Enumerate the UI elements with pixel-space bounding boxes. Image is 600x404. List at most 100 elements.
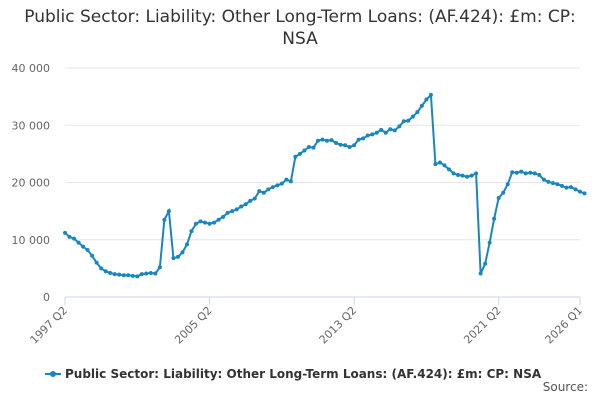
data-point: [460, 173, 465, 178]
data-point: [171, 256, 176, 261]
data-point: [537, 173, 542, 178]
data-point: [428, 92, 433, 97]
data-point: [487, 240, 492, 245]
data-point: [483, 261, 488, 266]
data-point: [126, 273, 131, 278]
data-point: [135, 274, 140, 279]
data-point: [388, 127, 393, 132]
data-point: [293, 154, 298, 159]
data-point: [198, 219, 203, 224]
data-point: [532, 171, 537, 176]
data-point: [121, 273, 126, 278]
data-point: [184, 242, 189, 247]
legend-item[interactable]: Public Sector: Liability: Other Long-Ter…: [45, 367, 542, 381]
x-tick-label: 2005 Q2: [172, 304, 215, 347]
data-point: [90, 253, 95, 258]
data-point: [243, 202, 248, 207]
data-point: [347, 145, 352, 150]
data-point: [582, 191, 587, 196]
data-point: [257, 189, 262, 194]
data-point: [546, 179, 551, 184]
data-point: [288, 179, 293, 184]
data-point: [559, 183, 564, 188]
data-point: [248, 198, 253, 203]
data-point: [166, 209, 171, 214]
data-point: [478, 271, 483, 276]
data-point: [212, 220, 217, 225]
data-point: [325, 138, 330, 143]
data-point: [99, 266, 104, 271]
data-point: [81, 244, 86, 249]
data-point: [279, 181, 284, 186]
data-point: [112, 272, 117, 277]
data-point: [148, 270, 153, 275]
data-point: [203, 220, 208, 225]
data-point: [302, 148, 307, 153]
data-point: [63, 230, 67, 235]
data-point: [225, 210, 230, 215]
data-point: [501, 190, 506, 195]
data-point: [469, 173, 474, 178]
data-point: [334, 140, 339, 145]
data-point: [189, 229, 194, 234]
x-tick-label: 2013 Q2: [317, 304, 360, 347]
data-point: [130, 273, 135, 278]
data-point: [306, 145, 311, 150]
data-point: [329, 138, 334, 143]
data-point: [397, 124, 402, 129]
data-point: [216, 217, 221, 222]
data-point: [433, 162, 438, 167]
y-tick-label: 0: [43, 291, 50, 304]
data-point: [415, 110, 420, 115]
data-point: [85, 248, 90, 253]
data-point: [157, 265, 162, 270]
data-point: [437, 160, 442, 165]
data-point: [311, 145, 316, 150]
data-point: [374, 130, 379, 135]
data-point: [514, 170, 519, 175]
data-point: [505, 182, 510, 187]
data-point: [153, 271, 158, 276]
y-tick-label: 20 000: [12, 177, 51, 190]
data-point: [442, 163, 447, 168]
data-point: [419, 103, 424, 108]
data-point: [550, 181, 555, 186]
data-point: [370, 132, 375, 137]
data-point: [573, 187, 578, 192]
data-point: [315, 138, 320, 143]
data-point: [108, 270, 113, 275]
data-point: [230, 209, 235, 214]
data-point: [451, 171, 456, 176]
data-point: [555, 182, 560, 187]
legend-label: Public Sector: Liability: Other Long-Ter…: [65, 367, 542, 381]
data-point: [221, 214, 226, 219]
data-point: [523, 171, 528, 176]
data-point: [343, 143, 348, 148]
source: Source:: [543, 380, 588, 394]
data-point: [528, 170, 533, 175]
data-point: [67, 234, 72, 239]
data-point: [424, 97, 429, 102]
data-point: [320, 137, 325, 142]
chart-title: Public Sector: Liability: Other Long-Ter…: [24, 7, 576, 49]
data-point: [578, 189, 582, 194]
data-point: [564, 185, 569, 190]
data-point: [144, 271, 149, 276]
data-point: [410, 114, 415, 119]
y-tick-label: 10 000: [12, 234, 51, 247]
data-point: [139, 272, 144, 277]
x-tick-label: 2026 Q1: [543, 304, 586, 347]
data-point: [356, 137, 361, 142]
data-point: [379, 127, 384, 132]
data-point: [252, 196, 257, 201]
data-point: [568, 185, 573, 190]
data-point: [266, 187, 271, 192]
data-point: [352, 143, 357, 148]
data-point: [456, 173, 461, 178]
x-tick-label: 1997 Q2: [28, 304, 71, 347]
data-point: [383, 130, 388, 135]
data-point: [117, 272, 122, 277]
data-point: [361, 136, 366, 141]
data-point: [465, 174, 470, 179]
